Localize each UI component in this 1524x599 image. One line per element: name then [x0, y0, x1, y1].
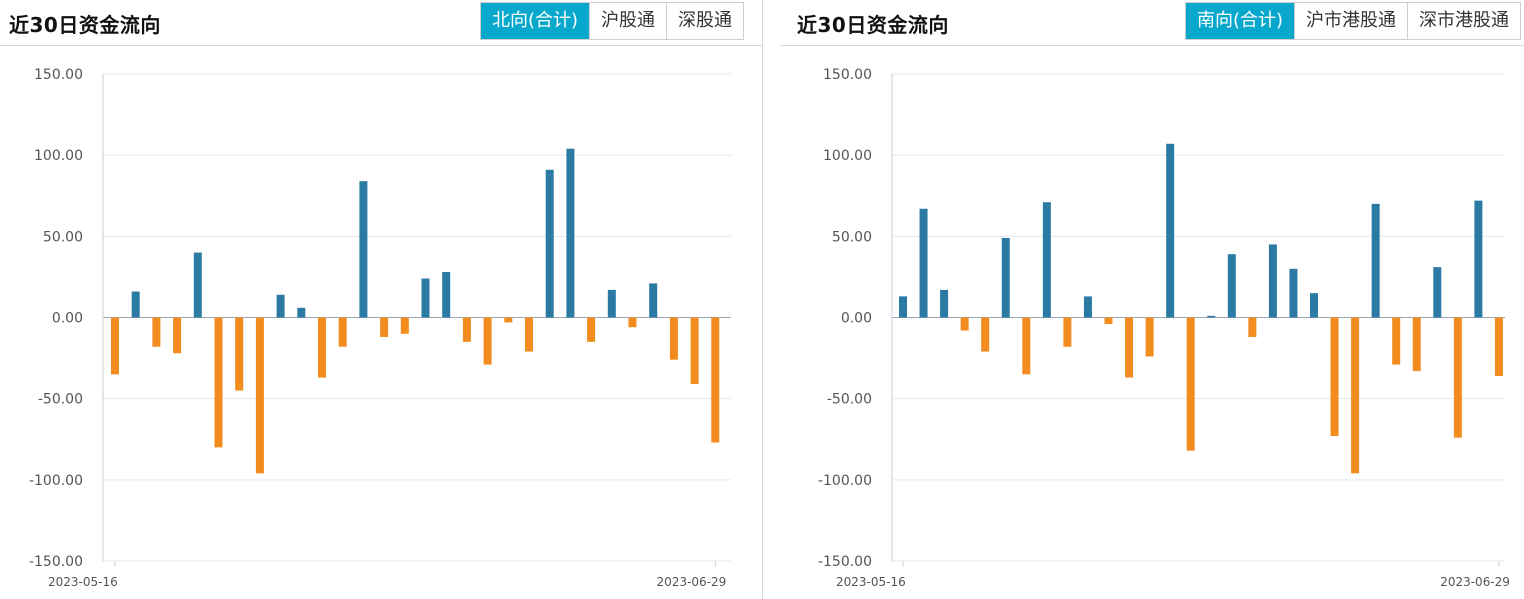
bar [152, 317, 161, 347]
bar [442, 272, 451, 318]
bar [1289, 268, 1298, 318]
bar [1207, 315, 1216, 318]
y-tick-label: 150.00 [34, 67, 83, 83]
y-tick-label: -50.00 [827, 392, 872, 408]
panel-header: 近30日资金流向 北向(合计) 沪股通 深股通 [0, 0, 762, 46]
bar [1001, 237, 1010, 318]
bar [919, 208, 928, 318]
y-tick-label: 100.00 [823, 148, 872, 164]
bar [981, 317, 990, 352]
flow-tab-group: 北向(合计) 沪股通 深股通 [479, 2, 744, 40]
panel-header: 近30日资金流向 南向(合计) 沪市港股通 深市港股通 [780, 0, 1524, 46]
bar [1227, 254, 1236, 318]
bar [400, 317, 409, 334]
south-flow-panel: 近30日资金流向 南向(合计) 沪市港股通 深市港股通 150.00 100.00… [780, 0, 1524, 599]
bar [318, 317, 326, 378]
panel-title: 近30日资金流向 [9, 13, 161, 37]
bar [1310, 293, 1318, 318]
x-tick-label: 2023-05-16 [48, 575, 118, 589]
south-flow-bar-chart: 150.00 100.00 50.00 0.00 -50.00 -100.00 -150.0… [818, 67, 1510, 589]
tab-shenzhen-connect[interactable]: 深股通 [666, 3, 743, 39]
bar [1494, 317, 1503, 376]
y-tick-label: 50.00 [832, 229, 872, 245]
bar [711, 317, 720, 443]
bar [276, 294, 285, 318]
bar [1186, 317, 1195, 451]
bar [297, 307, 306, 318]
bar [1022, 317, 1031, 375]
y-tick-label: 0.00 [52, 311, 83, 327]
bar [587, 317, 596, 342]
y-tick-label: -150.00 [818, 554, 872, 570]
bar [1042, 202, 1051, 318]
bar [566, 148, 575, 318]
tab-south-total[interactable]: 南向(合计) [1185, 3, 1294, 39]
bar [1412, 317, 1421, 372]
tab-north-total[interactable]: 北向(合计) [480, 3, 589, 39]
bar [545, 169, 554, 318]
bar [462, 317, 471, 342]
bar [1166, 143, 1175, 318]
bar [960, 317, 969, 331]
bar [1433, 267, 1442, 318]
bar [1453, 317, 1462, 438]
y-tick-label: -50.00 [38, 392, 83, 408]
bar [1063, 317, 1072, 347]
bar [1371, 203, 1380, 318]
bar [421, 278, 430, 318]
bar [525, 317, 533, 352]
bar [1268, 244, 1277, 318]
tab-shanghai-connect[interactable]: 沪股通 [589, 3, 666, 39]
bar [690, 317, 699, 385]
bar [607, 289, 616, 318]
panel-divider [762, 0, 763, 599]
tab-shenzhen-hk-connect[interactable]: 深市港股通 [1407, 3, 1520, 39]
panel-title: 近30日资金流向 [797, 13, 949, 37]
bar [1104, 317, 1113, 324]
bar [628, 317, 637, 328]
north-flow-panel: 近30日资金流向 北向(合计) 沪股通 深股通 150.00 100.00 50.0… [0, 0, 762, 589]
bar [1083, 296, 1092, 318]
y-tick-label: -100.00 [29, 473, 83, 489]
bar [255, 317, 264, 474]
y-tick-label: 150.00 [823, 67, 872, 83]
bar [1145, 317, 1154, 357]
bar [111, 317, 119, 375]
bar [173, 317, 182, 354]
y-tick-label: 100.00 [34, 148, 83, 164]
bar [235, 317, 244, 391]
bar [214, 317, 223, 448]
bar [1392, 317, 1401, 365]
bar [1474, 200, 1483, 318]
y-tick-label: -100.00 [818, 473, 872, 489]
bar [380, 317, 389, 337]
bar [1330, 317, 1339, 437]
bar [483, 317, 492, 365]
bar [649, 283, 658, 318]
flow-tab-group: 南向(合计) 沪市港股通 深市港股通 [1184, 2, 1521, 40]
bar [669, 317, 678, 360]
x-tick-label: 2023-06-29 [1440, 575, 1510, 589]
y-tick-label: 0.00 [841, 311, 872, 327]
bar [1125, 317, 1134, 378]
bar [899, 296, 907, 318]
x-tick-label: 2023-05-16 [836, 575, 906, 589]
x-tick-label: 2023-06-29 [657, 575, 727, 589]
bar [1248, 317, 1257, 337]
bar [359, 181, 368, 318]
y-tick-label: 50.00 [43, 229, 83, 245]
bar [338, 317, 347, 347]
bar [940, 289, 949, 318]
bar [193, 252, 202, 318]
tab-shanghai-hk-connect[interactable]: 沪市港股通 [1294, 3, 1407, 39]
bar [504, 317, 513, 323]
bar [131, 291, 140, 318]
y-tick-label: -150.00 [29, 554, 83, 570]
north-flow-bar-chart: 150.00 100.00 50.00 0.00 -50.00 -100.00 -150.0… [29, 67, 731, 589]
bar [1351, 317, 1360, 474]
